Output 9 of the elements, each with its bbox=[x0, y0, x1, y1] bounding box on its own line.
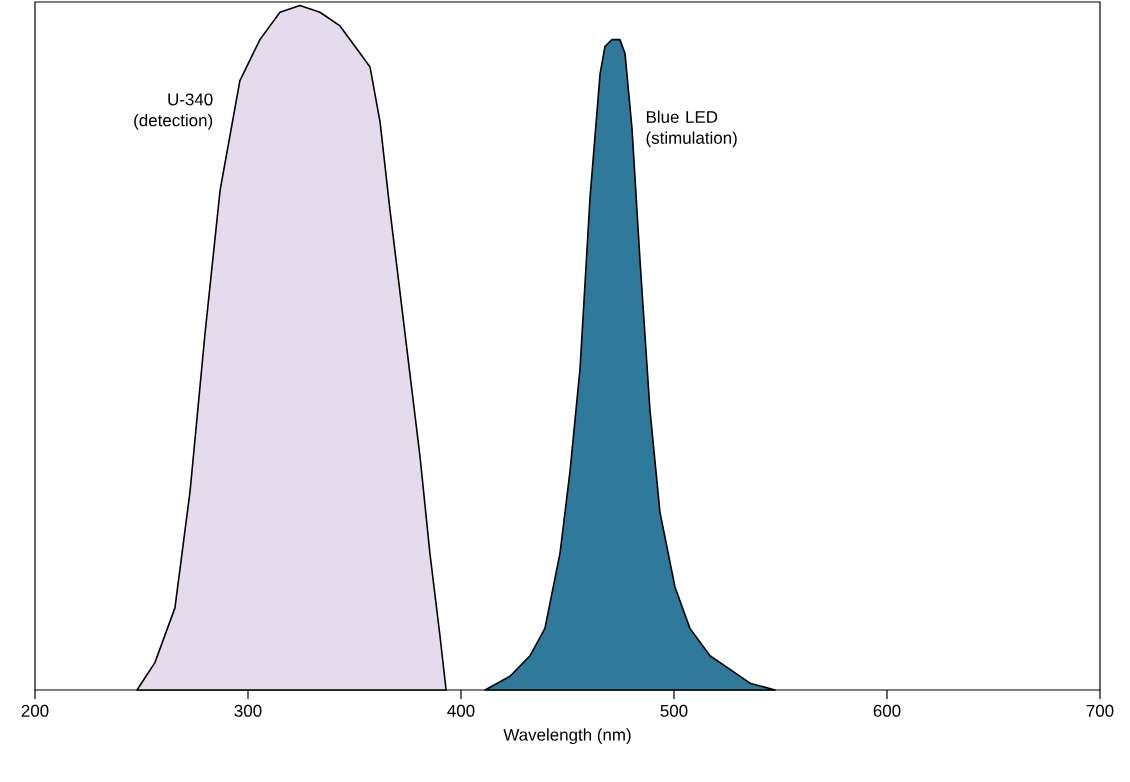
x-tick-label: 200 bbox=[21, 704, 49, 717]
x-tick-label: 500 bbox=[660, 704, 688, 717]
x-tick-label: 300 bbox=[234, 704, 262, 717]
x-axis-title: Wavelength (nm) bbox=[503, 728, 631, 745]
series-label: U-340 (detection) bbox=[134, 93, 213, 130]
x-tick-label: 400 bbox=[447, 704, 475, 717]
x-tick-label: 700 bbox=[1086, 704, 1114, 717]
series-label: Blue LED (stimulation) bbox=[646, 110, 737, 148]
x-tick-label: 600 bbox=[873, 704, 901, 717]
